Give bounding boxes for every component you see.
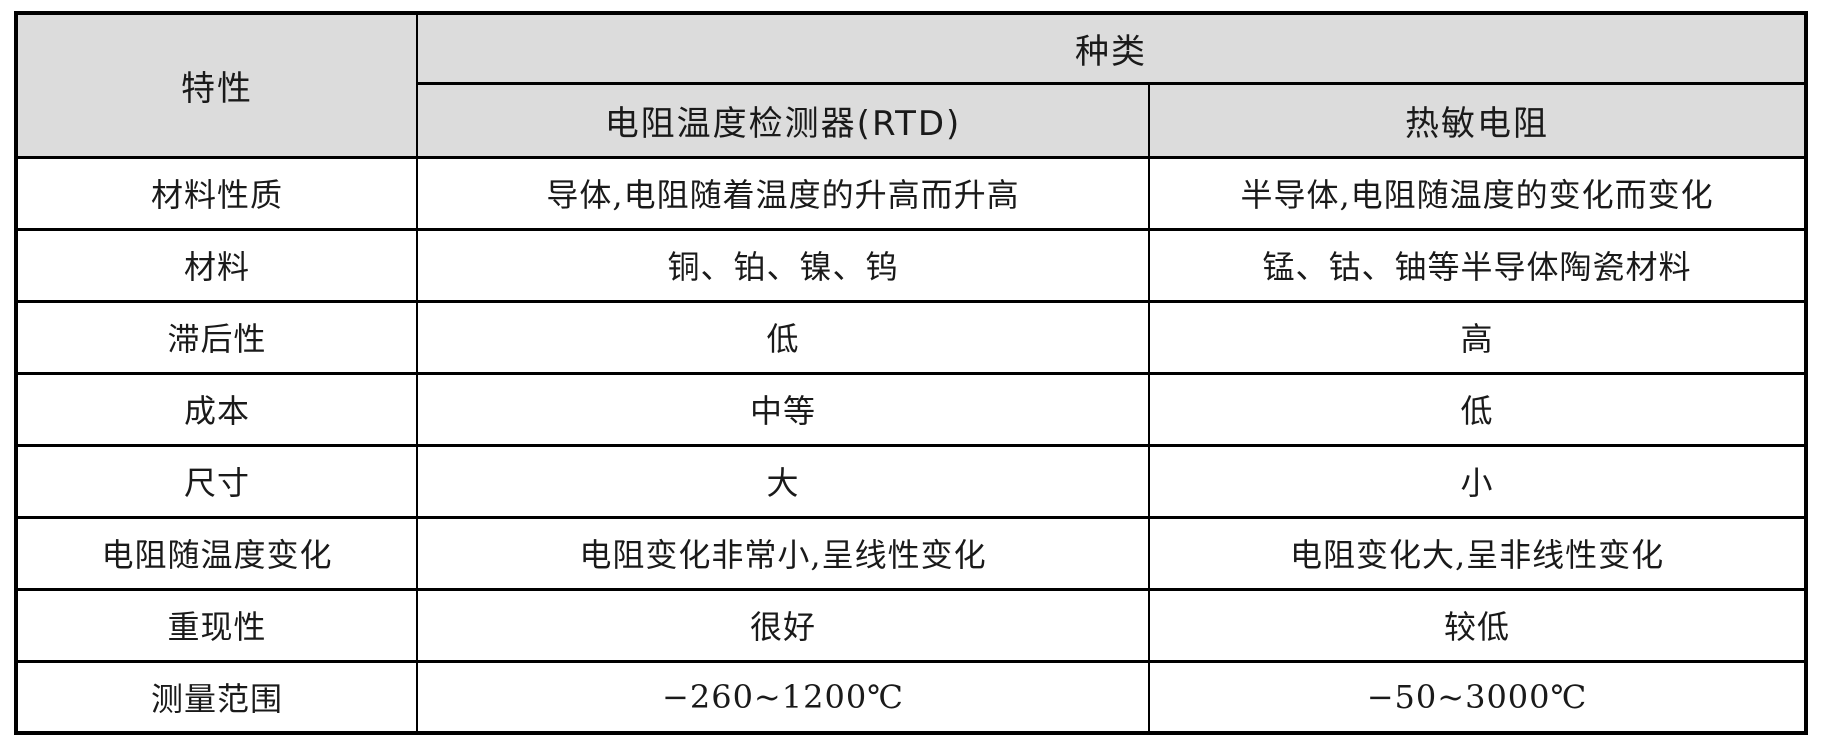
thermistor-cell: 电阻变化大,呈非线性变化 [1148,515,1807,591]
feature-cell: 滞后性 [15,299,418,375]
thermistor-cell: −50~3000℃ [1148,659,1807,735]
table-row: 材料 铜、铂、镍、钨 锰、钴、铀等半导体陶瓷材料 [15,227,1807,303]
group-header-cell: 种类 [415,11,1808,85]
thermistor-cell: 小 [1148,443,1807,519]
rtd-cell: 导体,电阻随着温度的升高而升高 [415,155,1151,231]
feature-cell: 材料性质 [15,155,418,231]
rtd-cell: 中等 [415,371,1151,447]
table-row: 重现性 很好 较低 [15,587,1807,663]
rtd-cell: 很好 [415,587,1151,663]
thermistor-cell: 较低 [1148,587,1807,663]
feature-cell: 成本 [15,371,418,447]
column-header-thermistor: 热敏电阻 [1148,81,1807,159]
feature-cell: 电阻随温度变化 [15,515,418,591]
table-row: 电阻随温度变化 电阻变化非常小,呈线性变化 电阻变化大,呈非线性变化 [15,515,1807,591]
column-header-rtd: 电阻温度检测器(RTD) [415,81,1151,159]
rtd-cell: 大 [415,443,1151,519]
table-row: 滞后性 低 高 [15,299,1807,375]
thermistor-cell: 高 [1148,299,1807,375]
header-row-group: 特性 种类 [15,11,1808,159]
rtd-cell: 电阻变化非常小,呈线性变化 [415,515,1151,591]
feature-cell: 材料 [15,227,418,303]
table-row: 材料性质 导体,电阻随着温度的升高而升高 半导体,电阻随温度的变化而变化 [15,155,1807,231]
thermistor-cell: 锰、钴、铀等半导体陶瓷材料 [1148,227,1807,303]
feature-cell: 测量范围 [15,659,418,735]
feature-cell: 尺寸 [15,443,418,519]
comparison-table: 特性 种类 电阻温度检测器(RTD) 热敏电阻 材料性质 导体,电阻随着温度的升… [14,11,1808,735]
rtd-cell: 低 [415,299,1151,375]
thermistor-cell: 低 [1148,371,1807,447]
table-row: 成本 中等 低 [15,371,1807,447]
corner-header-cell: 特性 [15,11,418,159]
rtd-cell: 铜、铂、镍、钨 [415,227,1151,303]
header-row-sub: 电阻温度检测器(RTD) 热敏电阻 [16,81,1807,159]
rtd-cell: −260~1200℃ [415,659,1151,735]
thermistor-cell: 半导体,电阻随温度的变化而变化 [1148,155,1807,231]
table-row: 测量范围 −260~1200℃ −50~3000℃ [15,659,1807,735]
table-row: 尺寸 大 小 [15,443,1807,519]
feature-cell: 重现性 [15,587,418,663]
